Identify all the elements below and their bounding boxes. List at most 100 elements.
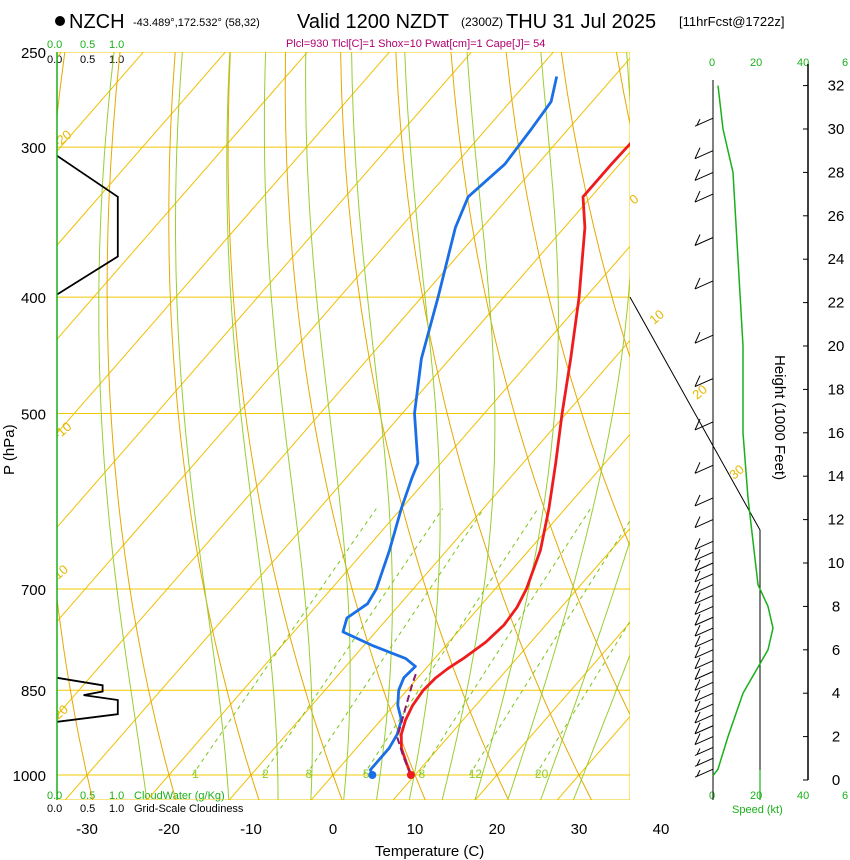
moist-adiabat-line xyxy=(98,52,148,800)
wind-barb xyxy=(694,746,714,756)
pressure-tick-label: 400 xyxy=(21,290,46,307)
dry-adiabat-line xyxy=(168,52,260,800)
speed-label: Speed (kt) xyxy=(732,804,783,816)
wind-barb-flag xyxy=(694,538,701,550)
height-tick-label: 10 xyxy=(828,555,845,572)
height-tick-label: 12 xyxy=(828,512,845,529)
speed-scale-1-bottom: 20 xyxy=(750,790,762,802)
wind-barb-staff xyxy=(694,616,714,626)
wind-barb xyxy=(694,689,714,702)
temperature-tick-label: 40 xyxy=(653,821,670,838)
moist-adiabat-line xyxy=(540,539,630,800)
wind-barb xyxy=(694,668,714,680)
dry-adiabat-line xyxy=(284,52,426,800)
height-tick-label: 0 xyxy=(832,772,840,789)
cloudiness-scale-2-bottom: 1.0 xyxy=(109,803,124,815)
mixing-ratio-line xyxy=(305,508,485,776)
wind-barb-staff xyxy=(694,193,714,203)
wind-barb xyxy=(694,538,714,550)
wind-barb-flag xyxy=(694,516,701,528)
wind-barb xyxy=(694,331,714,344)
wind-barb-flag xyxy=(694,234,701,246)
cloudiness-scale-0: 0.0 xyxy=(47,54,62,66)
cloudiness-scale-0-bottom: 0.0 xyxy=(47,803,62,815)
wind-barb-staff xyxy=(694,237,714,246)
mixing-ratio-label: 3 xyxy=(306,767,313,781)
dry-adiabat-line xyxy=(106,52,177,800)
isotherm-line xyxy=(57,52,309,340)
temperature-tick-label: 10 xyxy=(407,821,424,838)
dry-adiabat-line xyxy=(0,9,17,801)
wind-barb-flag xyxy=(694,592,701,604)
height-tick-label: 14 xyxy=(828,468,845,485)
mixing-ratio-label: 1 xyxy=(192,767,199,781)
speed-scale-0-bottom: 0 xyxy=(709,790,715,802)
temperature-tick-label: -30 xyxy=(76,821,98,838)
wind-barb-staff xyxy=(694,649,714,659)
wind-barb-staff xyxy=(694,692,714,702)
cloud-water-label: CloudWater (g/Kg) xyxy=(134,790,225,802)
surface-temperature-dot xyxy=(406,771,415,779)
moist-adiabat-line xyxy=(572,653,630,800)
x-axis-title: Temperature (C) xyxy=(375,843,484,860)
pressure-tick-label: 500 xyxy=(21,407,46,424)
wind-barb-staff xyxy=(694,573,714,583)
wind-barb-staff xyxy=(694,605,714,615)
wind-barb-flag xyxy=(694,559,701,572)
isotherm-label: 20 xyxy=(50,702,71,723)
wind-barb xyxy=(694,646,714,659)
surface-dewpoint-dot xyxy=(368,771,377,779)
wind-barb xyxy=(694,375,714,388)
wind-barb-staff xyxy=(694,378,714,388)
wind-barb-half-flag xyxy=(696,769,701,777)
wind-barb xyxy=(694,581,714,594)
moist-adiabat-line xyxy=(175,52,230,800)
moist-adiabat-line xyxy=(351,52,393,800)
wind-barb-flag xyxy=(694,700,701,713)
isotherm-line xyxy=(57,57,630,717)
wind-barb-staff xyxy=(694,703,714,713)
wind-barb-flag xyxy=(694,190,701,203)
isotherm-line xyxy=(57,52,145,152)
wind-barb-flag xyxy=(694,657,701,669)
wind-barb-flag xyxy=(694,635,701,648)
dewpoint-line xyxy=(341,76,559,776)
height-tick-label: 24 xyxy=(828,251,845,268)
temperature-tick-label: -20 xyxy=(158,821,180,838)
speed-scale-3-bottom: 6 xyxy=(842,790,848,802)
isotherm-line xyxy=(57,52,227,246)
isotherm-line xyxy=(57,52,63,58)
wind-barb-staff xyxy=(694,562,714,572)
wind-barb xyxy=(694,234,714,246)
wind-barb-staff xyxy=(694,540,714,550)
wind-barb xyxy=(694,768,714,778)
dry-adiabat-line xyxy=(340,52,509,800)
wind-barb-half-flag xyxy=(696,748,701,755)
wind-barb-staff xyxy=(694,117,714,127)
mixing-ratio-label: 12 xyxy=(469,767,483,781)
mixing-ratio-line xyxy=(363,508,539,776)
pressure-tick-label: 300 xyxy=(21,140,46,157)
cloudiness-profile-upper xyxy=(57,154,119,296)
wind-barb-staff xyxy=(694,595,714,605)
wind-barb-flag xyxy=(694,147,701,159)
station-name: NZCH xyxy=(69,11,125,33)
wind-barb-flag xyxy=(694,375,701,387)
wind-barb-staff xyxy=(694,736,714,746)
cloudiness-scale-1-bottom: 0.5 xyxy=(80,803,95,815)
wind-barb-staff xyxy=(694,681,714,691)
isotherm-line xyxy=(392,527,630,800)
wind-barb-flag xyxy=(694,614,701,626)
cloud-water-scale-1-bottom: 0.5 xyxy=(80,790,95,802)
wind-barb-flag xyxy=(694,624,701,637)
moist-adiabat-line xyxy=(507,52,630,800)
height-axis-title: Height (1000 Feet) xyxy=(771,355,788,480)
cloudiness-label: Grid-Scale Cloudiness xyxy=(134,803,244,815)
isotherm-label: -10 xyxy=(50,419,74,443)
isotherm-line xyxy=(57,52,473,529)
wind-barb xyxy=(694,516,714,529)
height-tick-label: 18 xyxy=(828,381,845,398)
wind-barb xyxy=(694,462,714,474)
speed-scale-0-top: 0 xyxy=(709,57,715,69)
